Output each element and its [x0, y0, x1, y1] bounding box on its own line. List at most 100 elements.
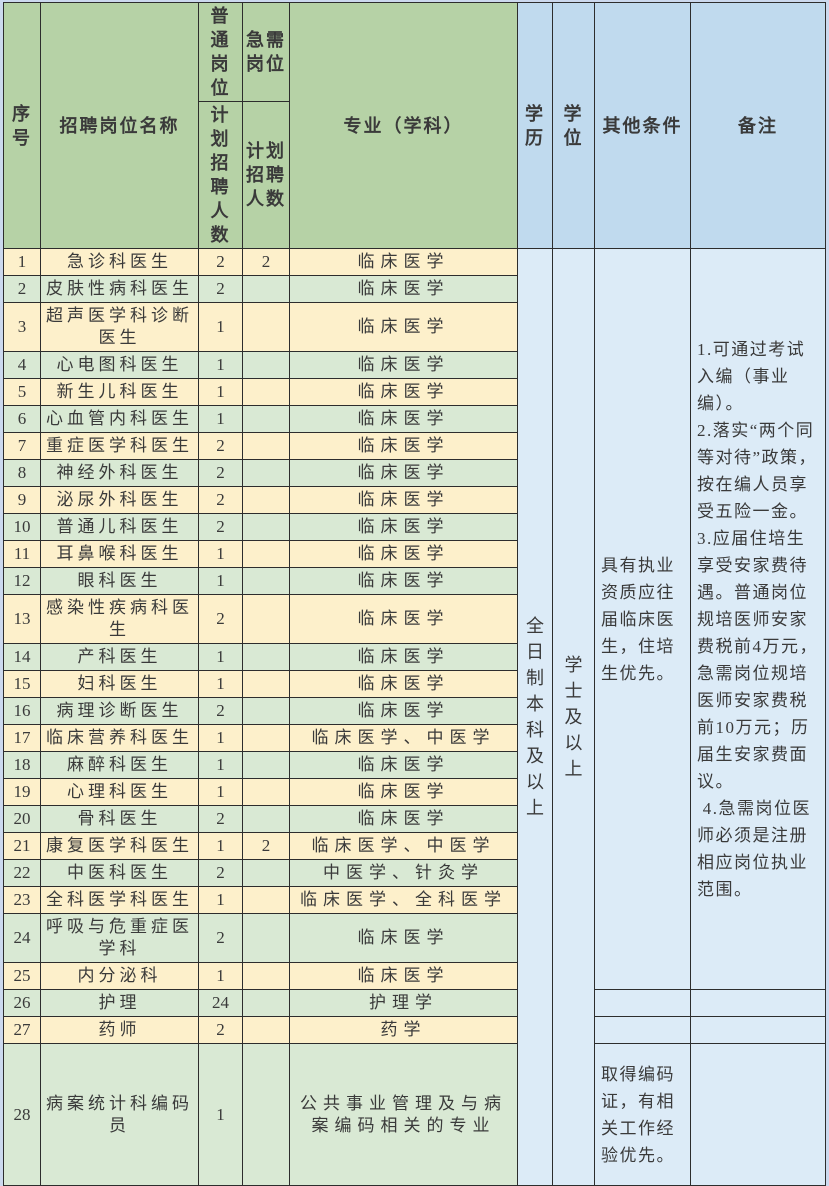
cell-urgent-count	[242, 724, 290, 752]
cell-position-name: 妇科医生	[40, 670, 199, 698]
cell-position-name: 新生儿科医生	[40, 378, 199, 406]
cell-position-name: 康复医学科医生	[40, 832, 199, 860]
cell-urgent-count	[242, 1043, 290, 1186]
cell-urgent-count	[242, 459, 290, 487]
cell-no: 15	[3, 670, 41, 698]
table-row: 24 呼吸与危重症医学科 2 临床医学	[3, 913, 826, 963]
page: 序号 招聘岗位名称 普通岗位 急需岗位 专业（学科） 学历 学位 其他条件 备注…	[3, 2, 826, 1186]
cell-urgent-count	[242, 432, 290, 460]
table-row: 22 中医科医生 2 中医学、针灸学	[3, 859, 826, 887]
cell-urgent-count	[242, 778, 290, 806]
cell-no: 20	[3, 805, 41, 833]
header-other-conditions: 其他条件	[594, 2, 691, 249]
cell-regular-count: 2	[198, 594, 243, 644]
cell-remark	[690, 989, 826, 1017]
table-row: 23 全科医学科医生 1 临床医学、全科医学	[3, 886, 826, 914]
cell-position-name: 产科医生	[40, 643, 199, 671]
cell-urgent-count	[242, 540, 290, 568]
cell-position-name: 呼吸与危重症医学科	[40, 913, 199, 963]
cell-major: 临床医学	[289, 486, 518, 514]
cell-position-name: 眼科医生	[40, 567, 199, 595]
header-regular-post: 普通岗位	[198, 2, 243, 102]
cell-position-name: 中医科医生	[40, 859, 199, 887]
cell-regular-count: 1	[198, 1043, 243, 1186]
cell-no: 19	[3, 778, 41, 806]
cell-regular-count: 24	[198, 989, 243, 1017]
cell-no: 28	[3, 1043, 41, 1186]
cell-regular-count: 1	[198, 540, 243, 568]
cell-urgent-count	[242, 697, 290, 725]
cell-major: 临床医学	[289, 643, 518, 671]
cell-no: 17	[3, 724, 41, 752]
cell-urgent-count	[242, 567, 290, 595]
cell-major: 药学	[289, 1016, 518, 1044]
cell-no: 12	[3, 567, 41, 595]
table-row: 12 眼科医生 1 临床医学	[3, 567, 826, 595]
cell-urgent-count	[242, 594, 290, 644]
table-row: 13 感染性疾病科医生 2 临床医学	[3, 594, 826, 644]
cell-regular-count: 1	[198, 724, 243, 752]
table-row: 19 心理科医生 1 临床医学	[3, 778, 826, 806]
cell-remark	[690, 1016, 826, 1044]
cell-urgent-count	[242, 913, 290, 963]
cell-major: 临床医学	[289, 567, 518, 595]
table-row: 17 临床营养科医生 1 临床医学、中医学	[3, 724, 826, 752]
table-row: 1 急诊科医生 2 2 临床医学 全日制本科及以上 学士及以上 具有执业资质应往届临床医生，住…	[3, 248, 826, 1186]
cell-regular-count: 2	[198, 1016, 243, 1044]
cell-urgent-count	[242, 805, 290, 833]
cell-no: 14	[3, 643, 41, 671]
cell-major: 临床医学	[289, 275, 518, 303]
cell-position-name: 麻醉科医生	[40, 751, 199, 779]
table-row: 14 产科医生 1 临床医学	[3, 643, 826, 671]
cell-urgent-count	[242, 378, 290, 406]
cell-remark: 1.可通过考试入编（事业编）。 2.落实“两个同等对待”政策，按在编人员享受五险…	[690, 248, 826, 990]
cell-no: 22	[3, 859, 41, 887]
cell-major: 临床医学	[289, 378, 518, 406]
cell-position-name: 普通儿科医生	[40, 513, 199, 541]
cell-position-name: 神经外科医生	[40, 459, 199, 487]
cell-no: 4	[3, 351, 41, 379]
cell-other-conditions	[594, 1016, 691, 1044]
cell-regular-count: 1	[198, 567, 243, 595]
cell-position-name: 耳鼻喉科医生	[40, 540, 199, 568]
header-education: 学历	[517, 2, 553, 249]
cell-regular-count: 2	[198, 913, 243, 963]
cell-position-name: 内分泌科	[40, 962, 199, 990]
table-body: 1 急诊科医生 2 2 临床医学 全日制本科及以上 学士及以上 具有执业资质应往届临床医生，住…	[3, 248, 826, 1186]
cell-no: 3	[3, 302, 41, 352]
cell-position-name: 重症医学科医生	[40, 432, 199, 460]
cell-position-name: 超声医学科诊断医生	[40, 302, 199, 352]
cell-major: 护理学	[289, 989, 518, 1017]
cell-major: 临床医学、中医学	[289, 724, 518, 752]
cell-urgent-count	[242, 962, 290, 990]
cell-major: 临床医学、中医学	[289, 832, 518, 860]
table-row: 25 内分泌科 1 临床医学	[3, 962, 826, 990]
cell-major: 临床医学	[289, 248, 518, 276]
cell-major: 临床医学	[289, 405, 518, 433]
table-row: 16 病理诊断医生 2 临床医学	[3, 697, 826, 725]
cell-urgent-count	[242, 405, 290, 433]
table-row: 2 皮肤性病科医生 2 临床医学	[3, 275, 826, 303]
cell-urgent-count	[242, 275, 290, 303]
cell-no: 27	[3, 1016, 41, 1044]
table-row: 5 新生儿科医生 1 临床医学	[3, 378, 826, 406]
cell-major: 临床医学	[289, 351, 518, 379]
table-row: 3 超声医学科诊断医生 1 临床医学	[3, 302, 826, 352]
cell-urgent-count	[242, 751, 290, 779]
cell-regular-count: 2	[198, 513, 243, 541]
cell-urgent-count	[242, 513, 290, 541]
cell-regular-count: 2	[198, 805, 243, 833]
cell-no: 2	[3, 275, 41, 303]
cell-no: 8	[3, 459, 41, 487]
header-position-name: 招聘岗位名称	[40, 2, 199, 249]
cell-major: 临床医学	[289, 778, 518, 806]
cell-urgent-count	[242, 859, 290, 887]
cell-no: 26	[3, 989, 41, 1017]
cell-urgent-count	[242, 643, 290, 671]
cell-major: 临床医学	[289, 913, 518, 963]
table-row: 4 心电图科医生 1 临床医学	[3, 351, 826, 379]
cell-regular-count: 1	[198, 832, 243, 860]
cell-regular-count: 1	[198, 962, 243, 990]
table-row: 10 普通儿科医生 2 临床医学	[3, 513, 826, 541]
cell-no: 13	[3, 594, 41, 644]
